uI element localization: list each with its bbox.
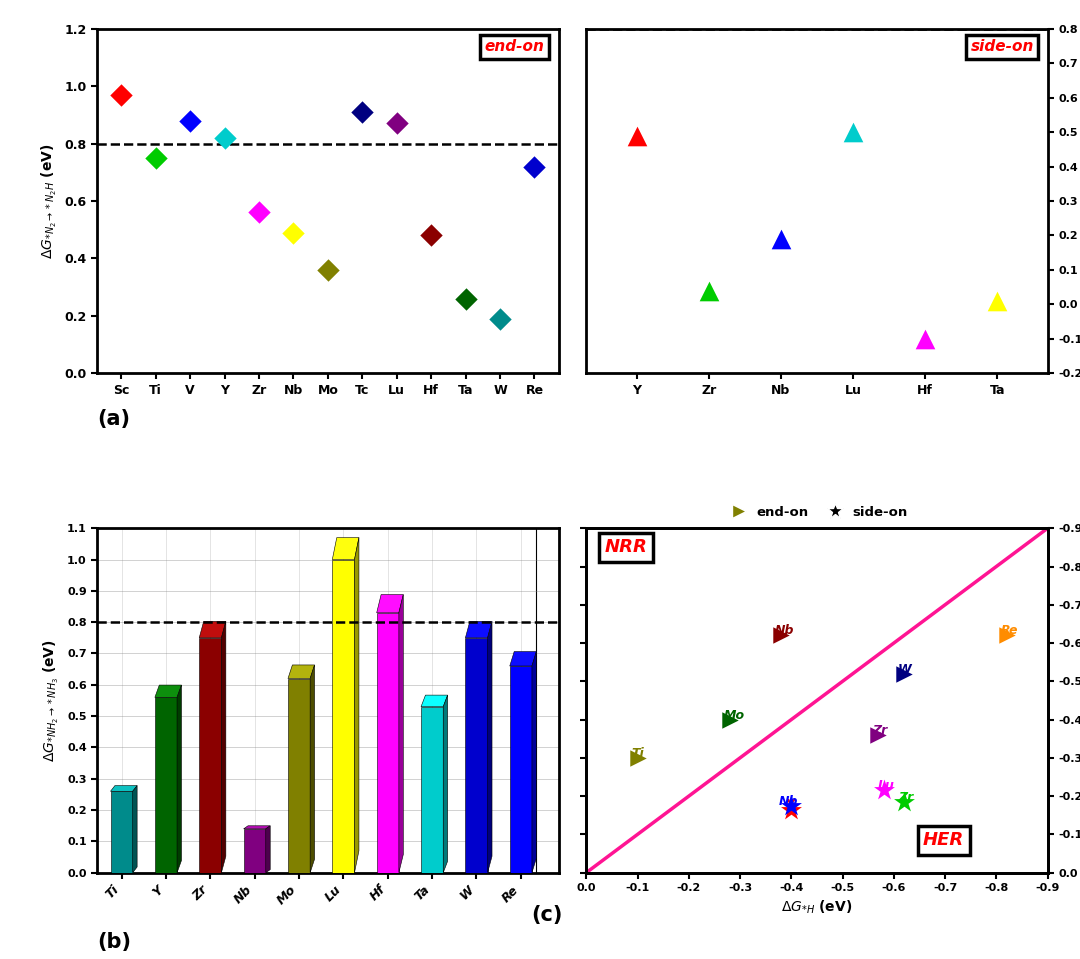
Point <box>845 125 862 140</box>
Polygon shape <box>443 695 447 873</box>
Bar <box>110 791 133 873</box>
Text: Ti: Ti <box>632 747 644 760</box>
Text: (c): (c) <box>531 905 563 924</box>
Bar <box>510 666 532 873</box>
Point <box>422 228 440 244</box>
Point <box>353 105 370 120</box>
Text: HER: HER <box>923 831 964 849</box>
Text: Nb: Nb <box>779 795 798 807</box>
Polygon shape <box>399 595 403 873</box>
Point <box>491 311 509 326</box>
Point <box>783 798 800 813</box>
Polygon shape <box>487 621 492 873</box>
Polygon shape <box>310 665 314 873</box>
Text: side-on: side-on <box>971 39 1034 54</box>
Point <box>998 628 1015 643</box>
Text: (b): (b) <box>97 932 131 952</box>
Point <box>388 116 405 131</box>
Point <box>112 87 130 103</box>
Text: Zr: Zr <box>873 724 888 737</box>
Point <box>457 291 474 306</box>
Text: NRR: NRR <box>605 538 648 556</box>
Polygon shape <box>510 651 537 666</box>
Polygon shape <box>154 685 181 697</box>
Bar <box>199 638 221 873</box>
Polygon shape <box>377 595 403 613</box>
Point <box>147 151 164 166</box>
Text: end-on: end-on <box>485 39 544 54</box>
Point <box>629 128 646 143</box>
Polygon shape <box>133 785 137 873</box>
Legend: end-on, side-on: end-on, side-on <box>721 501 913 524</box>
Polygon shape <box>288 665 314 679</box>
Polygon shape <box>221 621 226 873</box>
Point <box>895 666 913 681</box>
Text: Nb: Nb <box>774 624 795 638</box>
X-axis label: $\Delta G_{*H}$ (eV): $\Delta G_{*H}$ (eV) <box>781 899 852 916</box>
Point <box>700 283 717 298</box>
Polygon shape <box>110 785 137 791</box>
Polygon shape <box>465 621 492 638</box>
Polygon shape <box>266 826 270 873</box>
Point <box>320 262 337 277</box>
Point <box>772 231 789 246</box>
Polygon shape <box>244 826 270 829</box>
Bar <box>244 829 266 873</box>
Point <box>251 205 268 221</box>
Polygon shape <box>177 685 181 873</box>
Point <box>285 225 302 241</box>
Point <box>772 628 789 643</box>
Point <box>869 727 887 742</box>
Point <box>181 113 199 129</box>
Polygon shape <box>354 538 359 873</box>
Text: W: W <box>897 663 912 675</box>
Point <box>526 159 543 175</box>
Polygon shape <box>421 695 447 707</box>
Bar <box>465 638 487 873</box>
Text: Re: Re <box>1000 624 1018 638</box>
Point <box>721 712 739 727</box>
Point <box>895 794 913 809</box>
Polygon shape <box>199 621 226 638</box>
Bar <box>377 613 399 873</box>
Bar <box>288 679 310 873</box>
Bar <box>333 559 354 873</box>
Point <box>917 331 934 346</box>
Text: Zr: Zr <box>897 791 914 804</box>
Point <box>988 293 1005 309</box>
Text: Lu: Lu <box>877 780 894 792</box>
Y-axis label: $\Delta G_{*N_2\rightarrow *N_2H}$ (eV): $\Delta G_{*N_2\rightarrow *N_2H}$ (eV) <box>40 143 59 259</box>
Text: Mo: Mo <box>724 709 745 721</box>
Text: Y: Y <box>785 799 794 811</box>
Polygon shape <box>532 651 537 873</box>
Polygon shape <box>333 538 359 559</box>
Bar <box>421 707 443 873</box>
Text: (a): (a) <box>97 409 131 429</box>
Point <box>216 130 233 146</box>
Y-axis label: $\Delta G_{*NH_2\rightarrow *NH_3}$ (eV): $\Delta G_{*NH_2\rightarrow *NH_3}$ (eV) <box>42 639 62 761</box>
Point <box>629 750 646 765</box>
Bar <box>154 697 177 873</box>
Point <box>875 783 892 798</box>
Point <box>783 802 800 817</box>
